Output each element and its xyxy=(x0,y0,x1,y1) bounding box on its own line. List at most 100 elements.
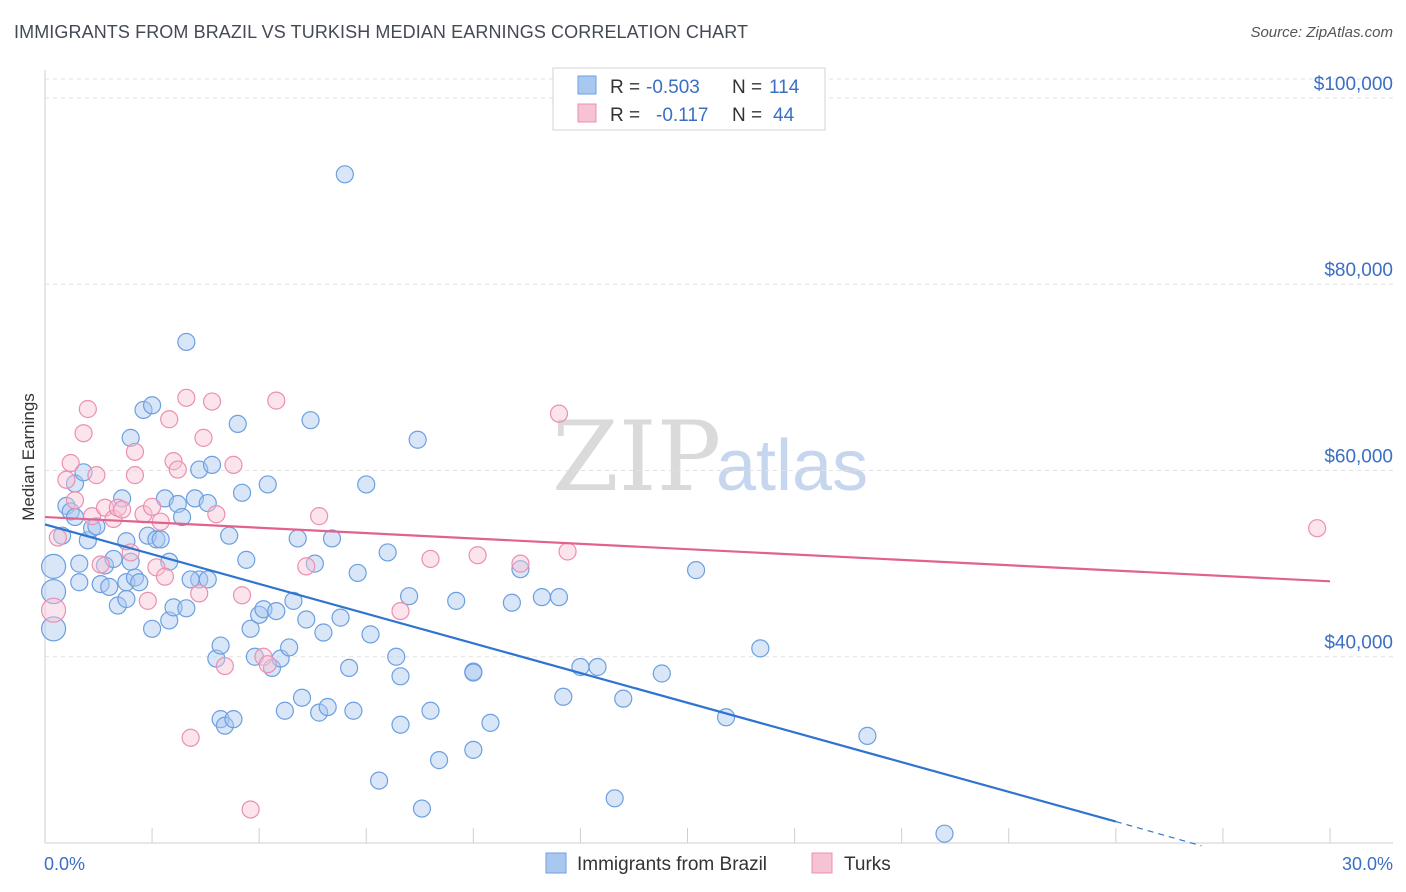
data-point xyxy=(121,428,140,447)
data-point xyxy=(421,701,440,720)
data-point xyxy=(464,740,483,759)
data-point xyxy=(481,713,500,732)
data-point xyxy=(138,591,157,610)
data-point xyxy=(275,701,294,720)
bottom-legend-label-brazil: Immigrants from Brazil xyxy=(577,854,767,875)
data-point xyxy=(588,657,607,677)
data-point xyxy=(502,593,521,612)
data-point xyxy=(48,528,67,547)
data-point xyxy=(207,505,226,524)
data-point xyxy=(100,577,119,596)
data-point xyxy=(237,550,256,569)
data-point xyxy=(181,570,200,589)
data-point xyxy=(348,563,367,583)
data-point xyxy=(40,597,67,623)
data-point xyxy=(357,475,376,494)
data-point xyxy=(202,392,222,411)
data-point xyxy=(549,588,569,607)
data-point xyxy=(241,800,260,819)
data-point xyxy=(408,430,427,449)
y-tick-label: $60,000 xyxy=(1324,446,1393,467)
data-point xyxy=(391,601,410,621)
watermark: ZIP atlas xyxy=(552,401,868,513)
data-point xyxy=(344,701,363,720)
data-point xyxy=(61,453,80,473)
data-point xyxy=(310,507,329,526)
bottom-legend-swatch-brazil xyxy=(545,852,567,874)
data-point xyxy=(549,404,569,423)
legend-box xyxy=(552,67,826,131)
legend-r-label-turks: R = xyxy=(610,105,640,126)
data-point xyxy=(370,771,389,790)
data-point xyxy=(447,591,466,610)
data-point xyxy=(168,460,187,479)
y-tick-label: $40,000 xyxy=(1324,633,1393,654)
data-point xyxy=(412,799,432,818)
data-point xyxy=(172,507,192,527)
data-point xyxy=(322,529,342,548)
data-point xyxy=(125,442,145,461)
data-point xyxy=(297,557,316,576)
y-tick-label: $100,000 xyxy=(1314,74,1393,95)
data-point xyxy=(267,391,286,410)
legend-n-value-brazil: 114 xyxy=(769,77,800,98)
legend-n-value-turks: 44 xyxy=(773,105,795,126)
chart-title: IMMIGRANTS FROM BRAZIL VS TURKISH MEDIAN… xyxy=(14,22,749,42)
data-point xyxy=(935,824,954,843)
data-point xyxy=(74,424,93,443)
data-point xyxy=(429,751,449,770)
data-point xyxy=(70,554,89,573)
legend-r-label-brazil: R = xyxy=(610,77,640,98)
data-point xyxy=(70,573,89,592)
data-point xyxy=(117,573,136,592)
trend-line-turks xyxy=(44,515,1331,583)
data-point xyxy=(558,542,577,561)
legend-swatch-turks xyxy=(577,103,597,123)
data-point xyxy=(464,663,483,682)
data-point xyxy=(280,638,299,657)
data-point xyxy=(164,598,183,617)
y-tick-labels: $40,000 $60,000 $80,000 $100,000 xyxy=(1314,74,1393,654)
data-point xyxy=(40,578,67,605)
source-label: Source: ZipAtlas.com xyxy=(1250,24,1393,41)
data-point xyxy=(361,625,380,644)
data-point xyxy=(511,560,530,579)
data-point xyxy=(177,332,196,352)
data-point xyxy=(117,589,136,609)
data-point xyxy=(228,414,247,434)
data-point xyxy=(224,455,243,474)
data-point xyxy=(65,491,85,510)
data-point xyxy=(387,647,406,666)
bottom-legend-label-turks: Turks xyxy=(844,854,891,875)
watermark-atlas: atlas xyxy=(716,426,868,506)
data-point xyxy=(224,710,243,729)
data-point xyxy=(78,399,97,419)
data-point xyxy=(112,500,132,519)
data-point xyxy=(340,658,359,678)
data-point xyxy=(155,567,175,586)
bottom-legend: Immigrants from Brazil Turks xyxy=(545,852,891,875)
data-point xyxy=(468,546,487,565)
legend-n-label-turks: N = xyxy=(732,105,762,126)
trend-line-brazil xyxy=(44,523,1117,823)
data-point xyxy=(87,517,106,536)
data-point xyxy=(220,526,239,545)
data-point xyxy=(421,549,440,569)
bottom-legend-swatch-turks xyxy=(811,852,833,874)
legend-swatch-brazil xyxy=(577,75,597,95)
data-point xyxy=(142,396,162,415)
data-point xyxy=(391,667,410,686)
data-point xyxy=(194,428,213,447)
data-point xyxy=(288,529,307,548)
data-point xyxy=(686,561,706,580)
data-point xyxy=(605,789,624,808)
data-point xyxy=(130,573,149,592)
data-point xyxy=(211,636,230,655)
data-point xyxy=(751,639,770,658)
data-point xyxy=(391,715,410,734)
data-point xyxy=(40,616,67,642)
data-point xyxy=(232,483,252,502)
data-point xyxy=(177,599,196,618)
data-point xyxy=(134,400,153,420)
